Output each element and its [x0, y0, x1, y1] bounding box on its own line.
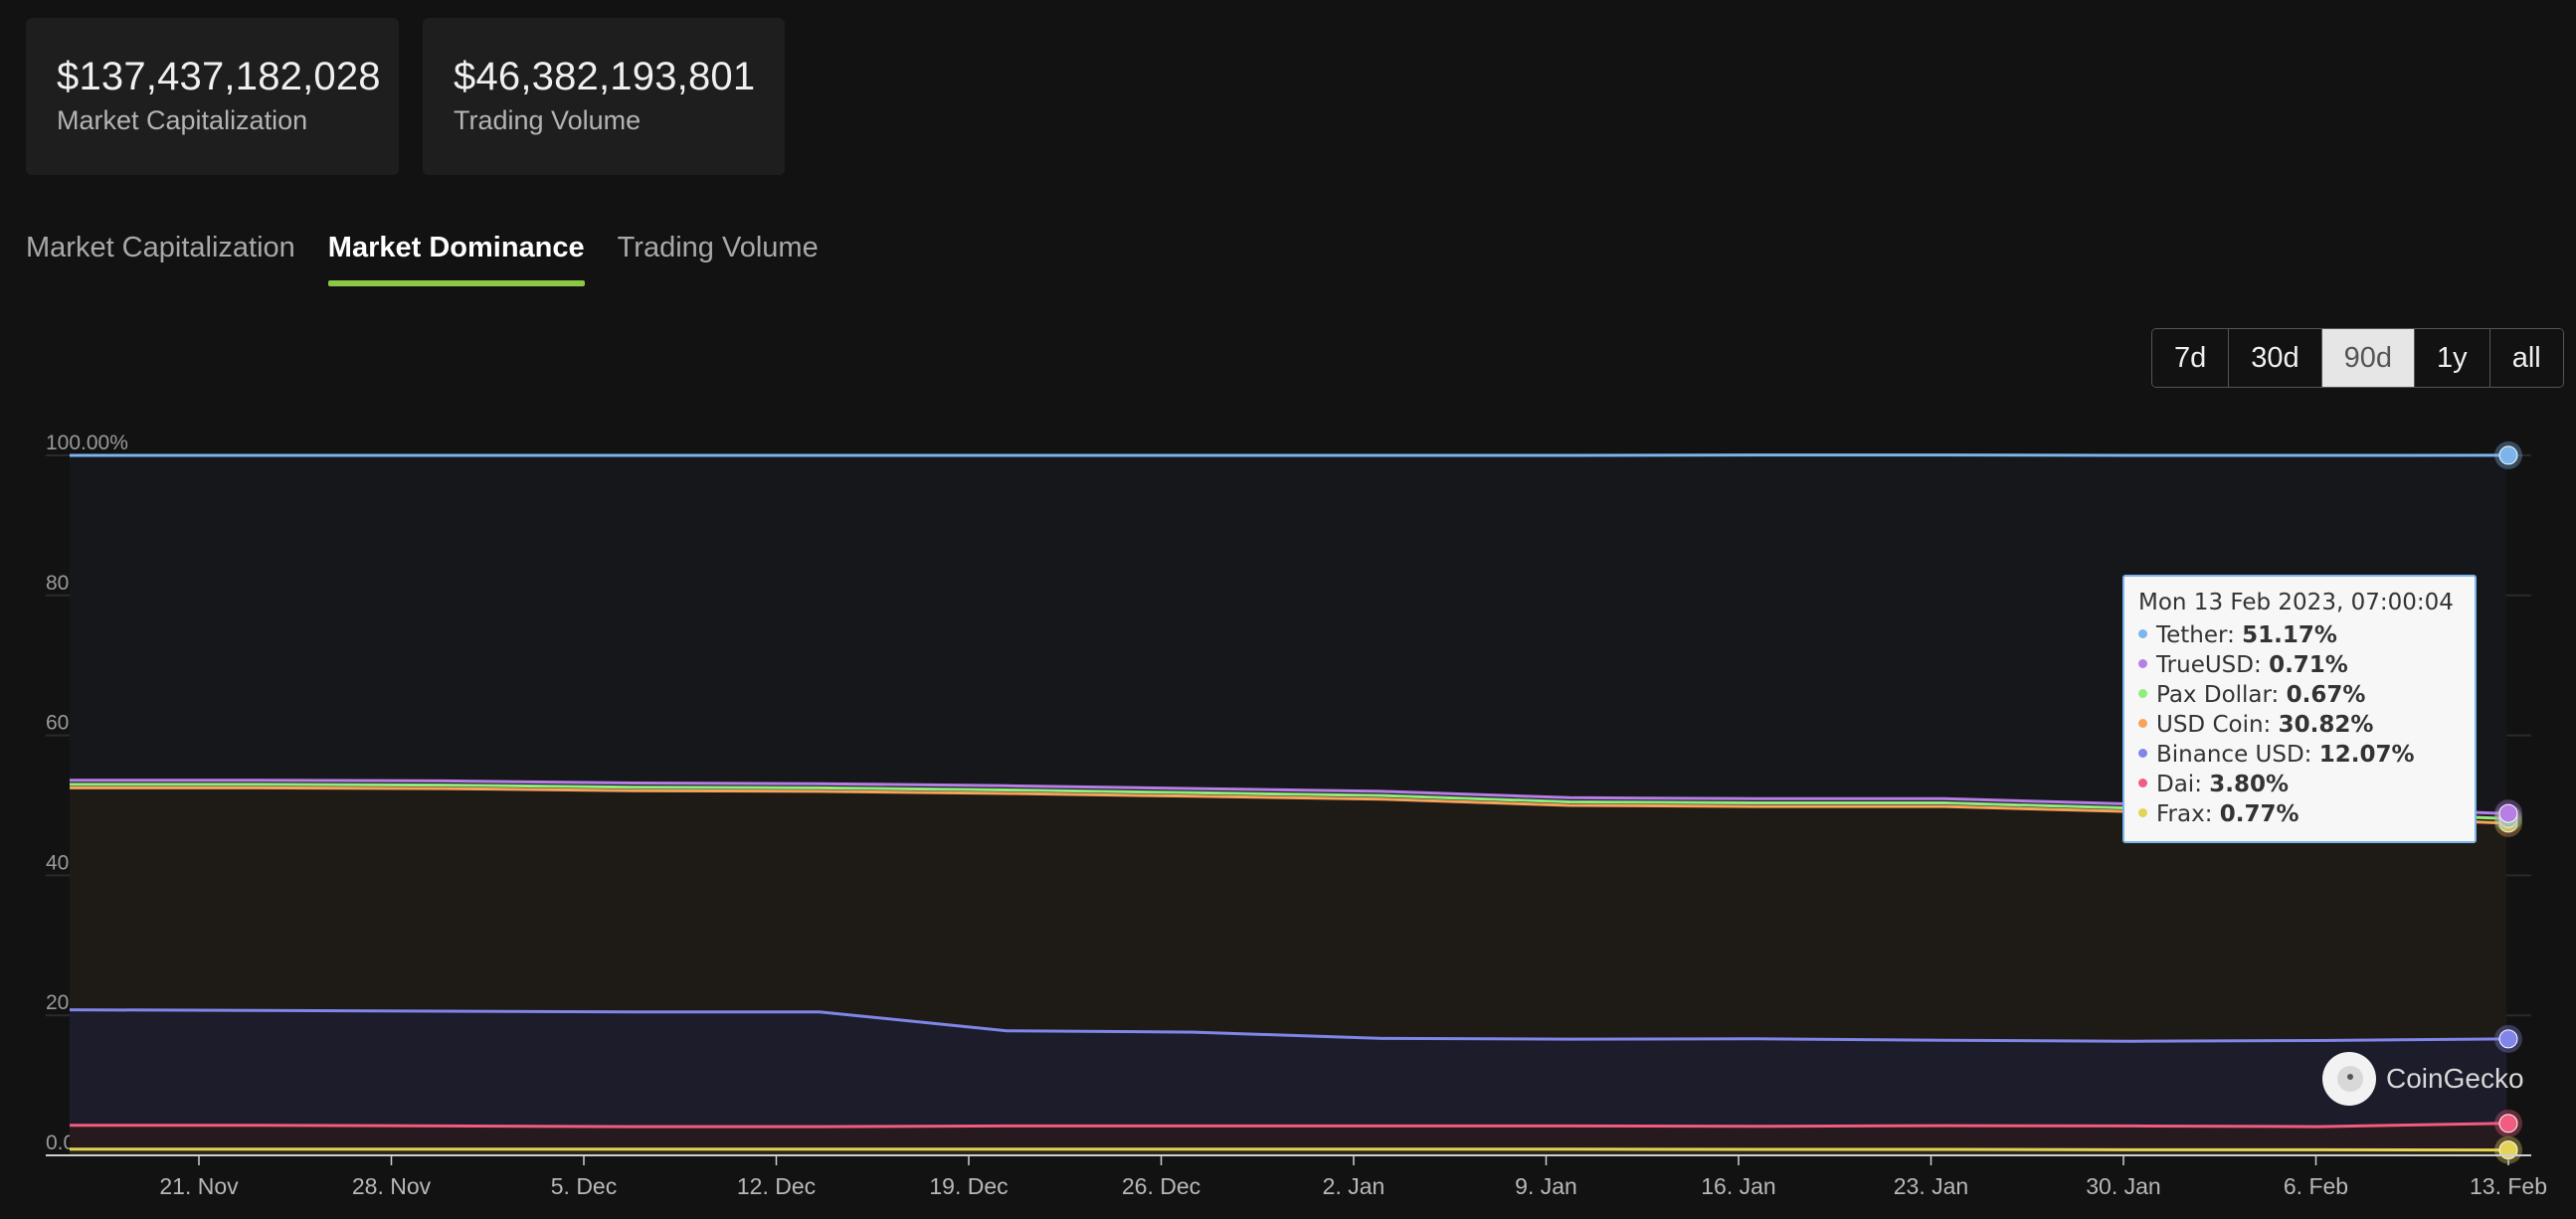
tooltip-series-name: Frax: [2156, 801, 2220, 827]
tooltip-series-name: Dai: [2156, 772, 2210, 797]
x-tick-label: 5. Dec [551, 1173, 617, 1199]
trading-volume-label: Trading Volume [454, 105, 642, 135]
tooltip-series-value: 0.71% [2269, 652, 2348, 678]
x-tick-label: 13. Feb [2470, 1173, 2547, 1199]
y-tick-label: 100.00% [46, 432, 128, 454]
series-line-binance-usd [69, 1008, 2507, 1043]
tab-market-capitalization[interactable]: Market Capitalization [26, 232, 295, 263]
x-tick-label: 21. Nov [159, 1173, 239, 1199]
tooltip-series-value: 30.82% [2278, 712, 2374, 738]
time-range-selector: 7d 30d 90d 1y all [2151, 328, 2564, 388]
tooltip-series-value: 3.80% [2209, 772, 2290, 797]
range-30d-button[interactable]: 30d [2229, 329, 2322, 387]
tooltip-series-name: Binance USD: [2156, 742, 2319, 768]
area-tether [70, 454, 2506, 814]
data-point-marker [2498, 445, 2518, 465]
area-dai [70, 1123, 2506, 1150]
x-tick-label: 19. Dec [929, 1173, 1008, 1199]
market-cap-label: Market Capitalization [57, 105, 308, 135]
x-tick-label: 9. Jan [1515, 1173, 1577, 1199]
tooltip-row: Tether: 51.17% [2138, 620, 2461, 650]
x-tick-label: 16. Jan [1701, 1173, 1775, 1199]
series-dot-icon [2138, 629, 2147, 638]
data-point-marker [2498, 803, 2518, 823]
series-line-trueusd [70, 779, 2507, 815]
tooltip-series-value: 0.67% [2286, 682, 2366, 708]
trading-volume-card: $46,382,193,801 Trading Volume [423, 18, 785, 175]
x-tick-label: 2. Jan [1323, 1173, 1385, 1199]
series-line-dai [70, 1122, 2507, 1129]
tooltip-row: Frax: 0.77% [2138, 799, 2461, 829]
x-tick-label: 12. Dec [737, 1173, 816, 1199]
series-line-pax-dollar [70, 783, 2507, 820]
series-dot-icon [2138, 719, 2147, 728]
chart-tooltip: Mon 13 Feb 2023, 07:00:04 Tether: 51.17%… [2122, 575, 2477, 843]
data-point-marker [2498, 1029, 2518, 1049]
x-tick-label: 23. Jan [1894, 1173, 1968, 1199]
series-dot-icon [2138, 689, 2147, 698]
x-tick-label: 26. Dec [1122, 1173, 1200, 1199]
series-dot-icon [2138, 808, 2147, 817]
x-tick-label: 6. Feb [2284, 1173, 2348, 1199]
tooltip-series-value: 12.07% [2318, 742, 2415, 768]
range-90d-button[interactable]: 90d [2321, 329, 2416, 387]
x-tick-label: 30. Jan [2086, 1173, 2160, 1199]
tooltip-series-name: Pax Dollar: [2156, 682, 2287, 708]
tab-market-dominance[interactable]: Market Dominance [327, 232, 585, 286]
series-dot-icon [2138, 749, 2147, 758]
trading-volume-value: $46,382,193,801 [454, 55, 756, 98]
market-cap-card: $137,437,182,028 Market Capitalization [26, 18, 399, 175]
tooltip-row: Binance USD: 12.07% [2138, 740, 2461, 770]
coingecko-logo-icon [2322, 1052, 2376, 1106]
series-line-frax [70, 1147, 2507, 1152]
range-all-button[interactable]: all [2489, 329, 2563, 387]
tooltip-series-value: 51.17% [2242, 622, 2337, 648]
tooltip-row: TrueUSD: 0.71% [2138, 650, 2461, 680]
tooltip-date: Mon 13 Feb 2023, 07:00:04 [2138, 590, 2454, 615]
area-binance-usd [70, 1009, 2506, 1128]
series-line-usd-coin [70, 785, 2507, 825]
tooltip-series-name: USD Coin: [2156, 712, 2279, 738]
tooltip-series-name: Tether: [2156, 622, 2243, 648]
market-cap-value: $137,437,182,028 [57, 55, 381, 98]
tooltip-row: Dai: 3.80% [2138, 770, 2461, 799]
tooltip-row: USD Coin: 30.82% [2138, 710, 2461, 740]
coingecko-credit[interactable]: CoinGecko [2322, 1052, 2524, 1106]
credit-text: CoinGecko [2386, 1063, 2524, 1094]
tab-trading-volume[interactable]: Trading Volume [617, 232, 819, 263]
tooltip-series-name: TrueUSD: [2156, 652, 2270, 678]
range-1y-button[interactable]: 1y [2415, 329, 2490, 387]
chart-tabs: Market Capitalization Market Dominance T… [26, 232, 851, 286]
area-usd-coin [70, 787, 2506, 1042]
tooltip-series-value: 0.77% [2219, 801, 2300, 827]
range-7d-button[interactable]: 7d [2152, 329, 2230, 387]
series-dot-icon [2138, 659, 2147, 668]
data-point-marker [2498, 1114, 2518, 1133]
x-tick-label: 28. Nov [352, 1173, 432, 1199]
tooltip-row: Pax Dollar: 0.67% [2138, 680, 2461, 710]
series-dot-icon [2138, 779, 2147, 787]
